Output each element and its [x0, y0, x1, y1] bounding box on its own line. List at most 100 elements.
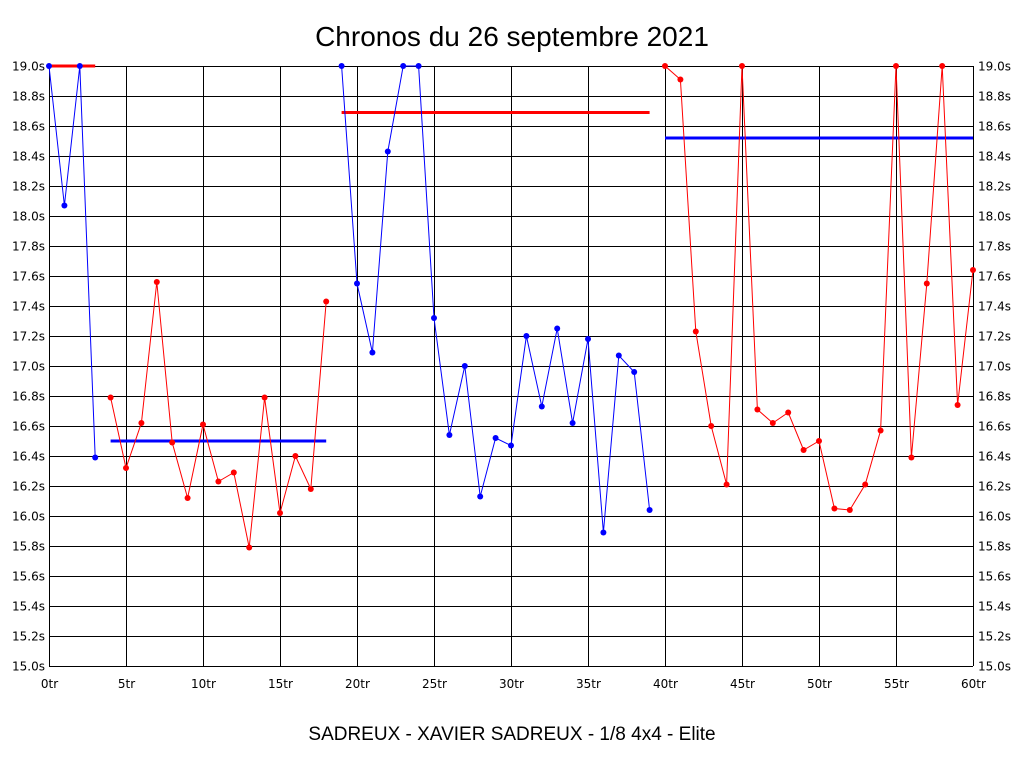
- x-tick-label: 45tr: [730, 677, 755, 691]
- data-point: [138, 420, 145, 426]
- grid: [49, 66, 974, 667]
- y-tick-label-right: 16.8s: [978, 390, 1011, 404]
- y-tick-label-right: 17.8s: [978, 240, 1011, 254]
- data-point: [76, 63, 83, 69]
- data-point: [585, 336, 591, 342]
- data-point: [215, 478, 222, 485]
- data-point: [415, 63, 422, 69]
- y-tick-label-right: 15.2s: [978, 630, 1011, 644]
- y-tick-label-right: 17.4s: [978, 300, 1011, 314]
- tick-labels: 15.0s 15.0s 15.2s 15.2s 15.4s 15.4s 15.6s 15.6s…: [12, 60, 1011, 692]
- chart-subtitle: SADREUX - XAVIER SADREUX - 1/8 4x4 - Eli…: [308, 724, 715, 745]
- data-point: [400, 63, 407, 69]
- data-point: [646, 507, 653, 513]
- x-tick-label: 15tr: [268, 677, 293, 691]
- x-tick-label: 35tr: [576, 677, 601, 691]
- y-tick-label-right: 15.6s: [978, 570, 1011, 584]
- y-tick-label-right: 17.2s: [978, 330, 1011, 344]
- y-tick-label-left: 16.4s: [12, 450, 45, 464]
- series-line: [48, 65, 96, 458]
- data-point: [307, 486, 314, 492]
- y-tick-label-right: 17.0s: [978, 360, 1011, 374]
- data-point: [615, 352, 622, 359]
- x-tick-label: 20tr: [345, 677, 370, 691]
- data-point: [230, 469, 237, 476]
- y-tick-label-right: 16.0s: [978, 510, 1011, 524]
- data-point: [877, 427, 884, 434]
- data-point: [939, 63, 946, 69]
- y-tick-label-right: 15.8s: [978, 540, 1011, 554]
- data-point: [708, 423, 715, 429]
- y-tick-label-right: 16.6s: [978, 420, 1011, 434]
- data-point: [61, 202, 68, 209]
- y-tick-label-right: 16.2s: [978, 480, 1011, 494]
- y-tick-label-left: 16.8s: [12, 390, 45, 404]
- data-point: [862, 481, 869, 488]
- data-point: [816, 438, 822, 444]
- y-tick-label-left: 15.0s: [12, 660, 45, 674]
- y-tick-label-left: 15.8s: [12, 540, 45, 554]
- data-point: [492, 435, 499, 441]
- data-point: [153, 279, 160, 285]
- y-tick-label-right: 16.4s: [978, 450, 1011, 464]
- data-point: [261, 394, 268, 401]
- series-1: [46, 63, 99, 461]
- data-point: [908, 454, 915, 461]
- y-tick-label-left: 15.2s: [12, 630, 45, 644]
- data-point: [431, 315, 437, 321]
- data-point: [123, 465, 129, 471]
- data-point: [893, 63, 899, 69]
- data-point: [785, 409, 792, 416]
- data-point: [107, 394, 114, 401]
- x-tick-label: 5tr: [118, 677, 135, 691]
- y-tick-label-right: 18.4s: [978, 150, 1011, 164]
- y-tick-label-right: 19.0s: [978, 60, 1011, 74]
- y-tick-label-right: 18.2s: [978, 180, 1011, 194]
- data-point: [323, 298, 330, 305]
- y-tick-label-left: 19.0s: [12, 60, 45, 74]
- data-point: [292, 453, 299, 459]
- data-point: [477, 493, 484, 500]
- x-tick-label: 0tr: [41, 677, 58, 691]
- y-tick-label-left: 16.0s: [12, 510, 45, 524]
- data-point: [200, 421, 206, 428]
- average-lines: [49, 64, 973, 443]
- data-point: [246, 544, 253, 551]
- x-tick-label: 25tr: [422, 677, 447, 691]
- y-tick-label-right: 18.8s: [978, 90, 1011, 104]
- series-4: [662, 63, 976, 513]
- data-point: [538, 403, 545, 410]
- data-point: [739, 63, 745, 69]
- x-tick-label: 10tr: [191, 677, 216, 691]
- data-point: [184, 495, 191, 501]
- y-tick-label-left: 17.6s: [12, 270, 45, 284]
- y-tick-label-left: 15.4s: [12, 600, 45, 614]
- data-point: [92, 454, 99, 461]
- data-point: [954, 402, 961, 408]
- y-tick-label-left: 17.2s: [12, 330, 45, 344]
- y-tick-label-right: 15.4s: [978, 600, 1011, 614]
- data-point: [846, 507, 853, 513]
- data-point: [461, 363, 468, 369]
- series-3: [338, 63, 653, 536]
- data-point: [754, 406, 761, 413]
- data-point: [384, 148, 391, 155]
- x-tick-label: 60tr: [961, 677, 986, 691]
- data-point: [554, 325, 561, 332]
- data-point: [569, 420, 576, 426]
- y-tick-label-left: 18.4s: [12, 150, 45, 164]
- y-tick-label-left: 17.4s: [12, 300, 45, 314]
- data-point: [662, 63, 668, 69]
- y-tick-label-right: 18.6s: [978, 120, 1011, 134]
- y-tick-label-left: 18.2s: [12, 180, 45, 194]
- series-group: [46, 63, 976, 551]
- data-point: [523, 333, 530, 339]
- y-tick-label-left: 18.0s: [12, 210, 45, 224]
- y-tick-label-left: 16.2s: [12, 480, 45, 494]
- y-tick-label-left: 17.8s: [12, 240, 45, 254]
- data-point: [769, 420, 776, 426]
- data-point: [277, 510, 283, 516]
- data-point: [831, 505, 838, 512]
- x-tick-label: 30tr: [499, 677, 524, 691]
